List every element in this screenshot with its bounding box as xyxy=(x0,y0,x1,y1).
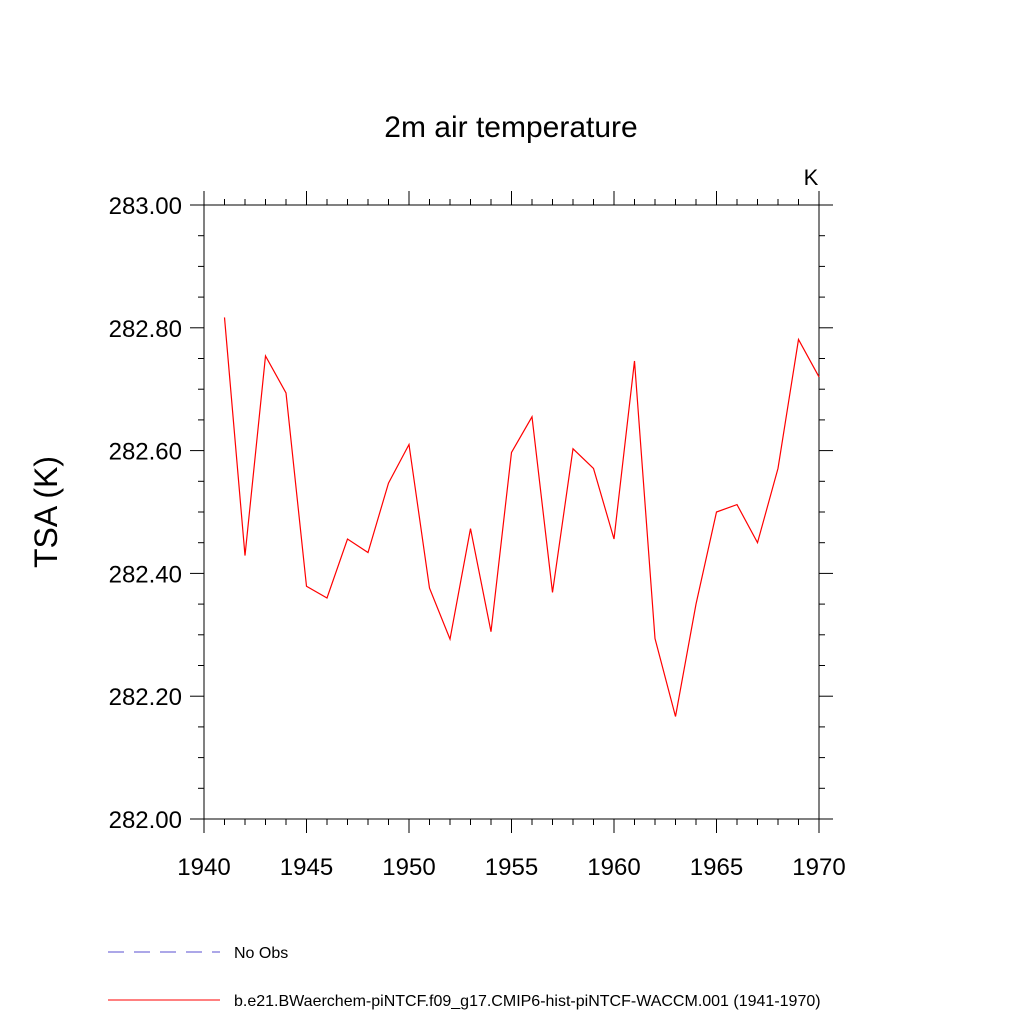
y-axis-label: TSA (K) xyxy=(28,456,64,568)
plot-area: 1940 1945 1950 1955 1960 1965 1970 282.00 282.20… xyxy=(109,191,846,881)
y-tick-label: 282.80 xyxy=(109,316,182,343)
x-tick-label: 1940 xyxy=(177,854,230,881)
chart-title: 2m air temperature xyxy=(384,111,637,144)
legend: No Obs b.e21.BWaerchem-piNTCF.f09_g17.CMI… xyxy=(108,945,821,1010)
y-tick-label: 282.40 xyxy=(109,561,182,588)
y-tick-label: 283.00 xyxy=(109,193,182,220)
x-tick-label: 1950 xyxy=(382,854,435,881)
y-tick-label: 282.00 xyxy=(109,807,182,834)
y-tick-label: 282.60 xyxy=(109,439,182,466)
plot-frame xyxy=(204,205,819,819)
x-tick-label: 1970 xyxy=(792,854,845,881)
legend-label: No Obs xyxy=(234,945,288,962)
legend-label: b.e21.BWaerchem-piNTCF.f09_g17.CMIP6-his… xyxy=(234,993,821,1010)
x-tick-label: 1945 xyxy=(280,854,333,881)
x-tick-label: 1965 xyxy=(690,854,743,881)
x-tick-label: 1960 xyxy=(587,854,640,881)
series-line xyxy=(225,317,820,716)
y-tick-label: 282.20 xyxy=(109,684,182,711)
units-label: K xyxy=(804,165,819,190)
x-tick-label: 1955 xyxy=(485,854,538,881)
